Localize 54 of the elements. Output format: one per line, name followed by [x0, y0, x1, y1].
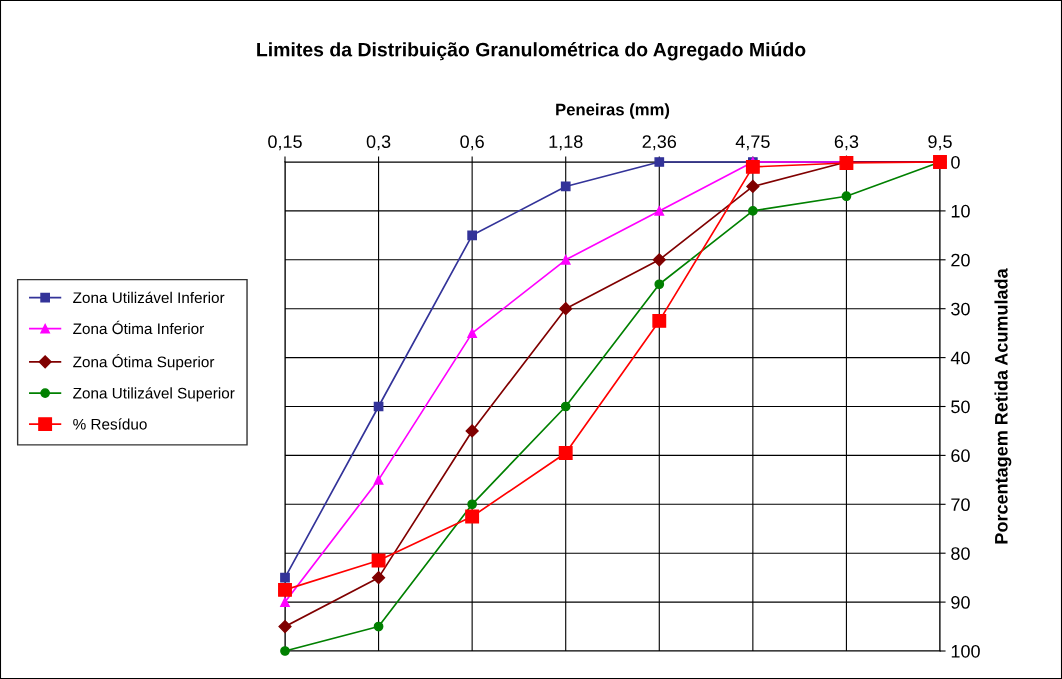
y-tick-label: 0	[951, 155, 960, 169]
point	[652, 253, 666, 267]
point	[652, 313, 667, 328]
point	[654, 206, 665, 216]
point	[280, 597, 290, 607]
point	[841, 191, 852, 202]
point	[280, 572, 290, 583]
point	[373, 474, 384, 485]
legend-label: Zona Utilizável Inferior	[73, 291, 225, 304]
point	[280, 646, 290, 656]
y-tick-label: 50	[951, 400, 970, 414]
point	[745, 159, 760, 174]
point	[278, 619, 292, 634]
y-tick-label: 40	[950, 351, 970, 365]
x-tick-label: 1,18	[549, 135, 583, 151]
point	[373, 621, 384, 632]
point	[654, 279, 665, 290]
point	[371, 571, 386, 585]
point	[467, 328, 478, 339]
y-tick-label: 90	[951, 596, 970, 609]
x-tick-label: 9,5	[928, 135, 952, 151]
point	[560, 254, 571, 265]
legend-label: Zona Utilizável Superior	[73, 387, 235, 402]
x-tick-label: 0,15	[268, 135, 302, 151]
y-tick-label: 100	[951, 644, 980, 658]
point	[560, 401, 571, 412]
y-tick-label: 80	[951, 547, 970, 560]
point	[467, 230, 478, 241]
point	[278, 582, 292, 597]
legend-label: Zona Ótima Superior	[73, 353, 215, 371]
legend-label: % Resíduo	[73, 418, 147, 430]
x-tick-label: 2,36	[642, 135, 677, 151]
x-tick-label: 4,75	[735, 135, 770, 151]
point	[465, 509, 480, 524]
point	[465, 424, 479, 438]
point	[746, 179, 760, 194]
x-tick-label: 0,3	[366, 135, 391, 151]
y-tick-label: 20	[951, 253, 970, 267]
y-tick-label: 70	[951, 498, 970, 512]
point	[371, 553, 386, 568]
x-axis-title: Peneiras (mm)	[556, 103, 670, 119]
y-tick-label: 10	[951, 204, 970, 218]
point	[559, 302, 573, 316]
x-tick-label: 0,6	[460, 135, 484, 151]
point	[558, 446, 573, 460]
legend-label: Zona Ótima Inferior	[73, 320, 204, 335]
y-tick-label: 30	[951, 302, 970, 316]
point	[560, 181, 571, 192]
point	[467, 499, 478, 510]
point	[747, 206, 758, 216]
y-axis-title: Porcentagem Retida Acumulada	[994, 268, 1012, 544]
y-tick-label: 60	[951, 449, 970, 463]
x-tick-label: 6,3	[834, 135, 859, 151]
chart-title: Limites da Distribuição Granulométrica do Agregado Miúdo	[257, 42, 806, 61]
